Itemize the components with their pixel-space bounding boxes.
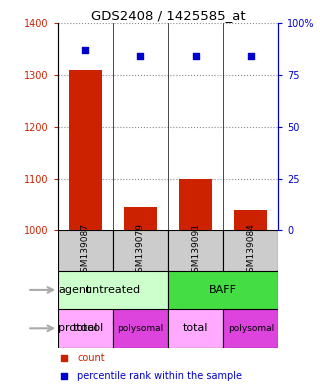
Text: GSM139084: GSM139084 [246, 223, 255, 278]
Point [138, 53, 143, 59]
Text: untreated: untreated [85, 285, 140, 295]
Bar [68, 70, 102, 230]
Point [83, 47, 88, 53]
Text: total: total [72, 323, 98, 333]
Text: protocol: protocol [58, 323, 103, 333]
Bar [58, 230, 113, 271]
Bar [113, 230, 168, 271]
Title: GDS2408 / 1425585_at: GDS2408 / 1425585_at [91, 9, 245, 22]
Point [62, 355, 67, 361]
Bar [168, 230, 223, 271]
Bar [223, 230, 278, 271]
Point [248, 53, 253, 59]
Point [62, 373, 67, 379]
Text: agent: agent [58, 285, 91, 295]
Point [193, 53, 198, 59]
Text: GSM139079: GSM139079 [136, 223, 145, 278]
Text: GSM139087: GSM139087 [81, 223, 90, 278]
Bar [168, 309, 223, 348]
Text: percentile rank within the sample: percentile rank within the sample [77, 371, 243, 381]
Bar [58, 271, 168, 309]
Bar [58, 309, 113, 348]
Bar [124, 207, 157, 230]
Text: GSM139091: GSM139091 [191, 223, 200, 278]
Text: polysomal: polysomal [228, 324, 274, 333]
Text: BAFF: BAFF [209, 285, 237, 295]
Bar [223, 309, 278, 348]
Bar [234, 210, 268, 230]
Bar [113, 309, 168, 348]
Text: count: count [77, 353, 105, 363]
Bar [168, 271, 278, 309]
Bar [179, 179, 212, 230]
Text: total: total [183, 323, 208, 333]
Text: polysomal: polysomal [117, 324, 164, 333]
